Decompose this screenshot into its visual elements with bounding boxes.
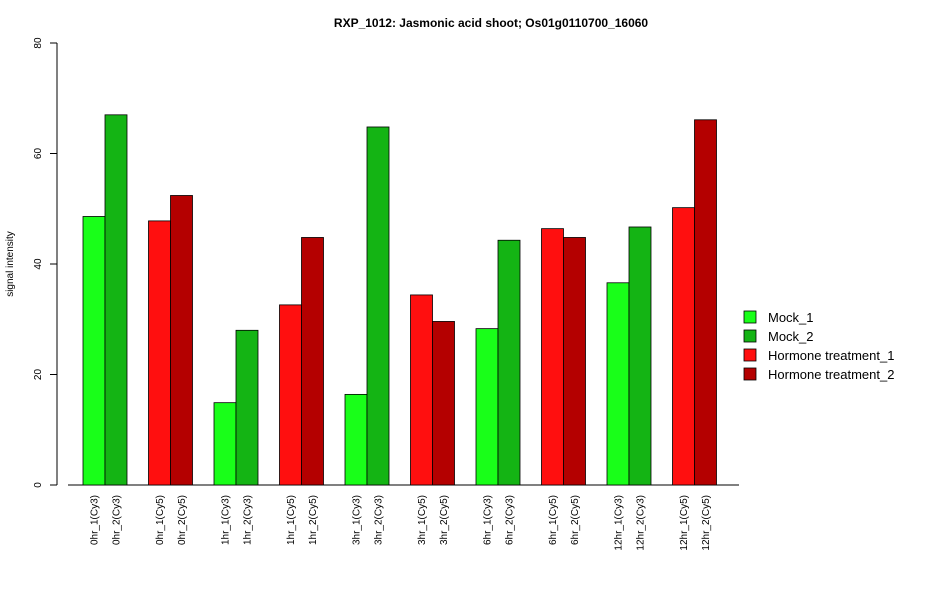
- legend-label: Mock_2: [768, 329, 814, 344]
- x-tick-label: 6hr_2(Cy3): [505, 495, 516, 545]
- legend-label: Mock_1: [768, 310, 814, 325]
- legend-swatch: [743, 367, 757, 381]
- x-tick-label: 0hr_2(Cy3): [112, 495, 123, 545]
- bar: [344, 393, 368, 486]
- x-tick-label: 12hr_2(Cy3): [636, 495, 647, 551]
- x-tick-label: 3hr_1(Cy3): [352, 495, 363, 545]
- x-tick-label: 0hr_1(Cy5): [155, 495, 166, 545]
- y-tick-label: 20: [33, 369, 44, 381]
- bar: [606, 282, 630, 486]
- y-tick-label: 80: [33, 37, 44, 49]
- x-tick-label: 1hr_2(Cy3): [243, 495, 254, 545]
- x-tick-label: 6hr_1(Cy3): [483, 495, 494, 545]
- y-tick-label: 0: [33, 482, 44, 488]
- x-tick-label: 6hr_1(Cy5): [548, 495, 559, 545]
- bar: [497, 239, 521, 486]
- x-tick-label: 0hr_1(Cy3): [90, 495, 101, 545]
- bar: [235, 329, 259, 486]
- bar: [213, 402, 237, 486]
- bar: [541, 228, 564, 486]
- x-tick-label: 12hr_1(Cy3): [614, 495, 625, 551]
- bar: [301, 237, 324, 486]
- bar: [104, 114, 128, 486]
- x-tick-label: 6hr_2(Cy5): [570, 495, 581, 545]
- legend: Mock_1 Mock_2 Hormone treatment_1 Hormone t…: [743, 310, 894, 382]
- bar: [279, 304, 302, 486]
- bar: [148, 220, 171, 486]
- x-tick-label: 12hr_2(Cy5): [701, 495, 712, 551]
- y-axis: 0 20 40 60 80: [33, 37, 58, 488]
- x-tick-label: 1hr_2(Cy5): [308, 495, 319, 545]
- legend-label: Hormone treatment_1: [768, 348, 894, 363]
- bar: [366, 126, 390, 486]
- chart-title: RXP_1012: Jasmonic acid shoot; Os01g0110…: [334, 16, 649, 30]
- bar: [628, 226, 652, 486]
- x-tick-label: 3hr_1(Cy5): [417, 495, 428, 545]
- bar: [563, 237, 586, 486]
- bar: [410, 294, 433, 486]
- legend-swatch: [743, 329, 757, 343]
- legend-swatch: [743, 348, 757, 362]
- bars-group: [68, 114, 739, 486]
- x-tick-label: 1hr_1(Cy5): [286, 495, 297, 545]
- bar: [432, 321, 455, 486]
- x-tick-label: 1hr_1(Cy3): [221, 495, 232, 545]
- x-tick-label: 3hr_2(Cy5): [439, 495, 450, 545]
- y-axis-label: signal intensity: [5, 231, 16, 297]
- x-tick-label: 3hr_2(Cy3): [374, 495, 385, 545]
- bar: [82, 216, 106, 486]
- x-tick-label: 12hr_1(Cy5): [679, 495, 690, 551]
- bar: [672, 207, 695, 486]
- legend-label: Hormone treatment_2: [768, 367, 894, 382]
- bar: [475, 328, 499, 486]
- y-tick-label: 60: [33, 148, 44, 160]
- x-tick-label: 0hr_2(Cy5): [177, 495, 188, 545]
- bar: [170, 195, 193, 486]
- bar: [694, 119, 717, 486]
- x-tick-labels: 0hr_1(Cy3) 0hr_2(Cy3) 0hr_1(Cy5) 0hr_2(Cy5)…: [90, 495, 713, 551]
- legend-swatch: [743, 310, 757, 324]
- y-tick-label: 40: [33, 258, 44, 270]
